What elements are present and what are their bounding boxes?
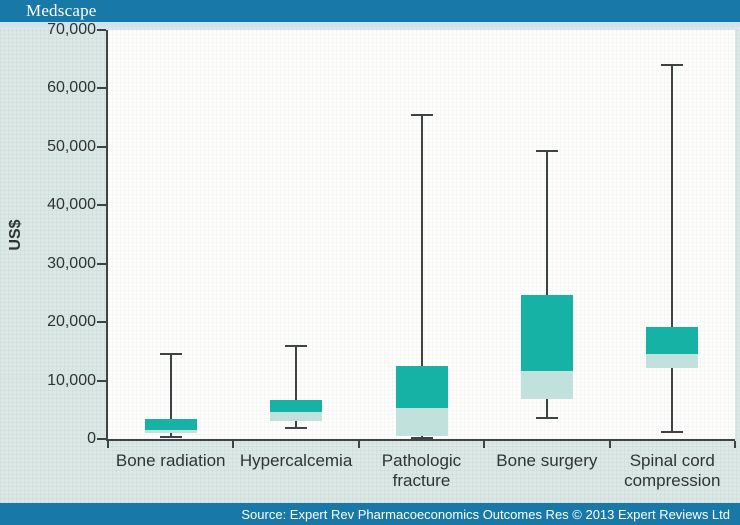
y-tick-mark [97,262,106,265]
box-whisker-upper [671,65,674,327]
x-axis-boundary-tick [483,441,486,448]
source-text: Source: Expert Rev Pharmacoeconomics Out… [241,506,730,522]
x-category-label: Bone surgery [496,451,598,470]
box-upper-segment [646,326,699,354]
y-axis-title: US$ [7,219,24,251]
box-min-cap [535,416,558,419]
box-max-cap [535,149,558,152]
box-whisker-upper [545,150,548,295]
y-tick-label: 30,000 [47,254,96,272]
x-axis-boundary-tick [608,441,611,448]
box-lower-segment [144,429,197,434]
box-min-cap [285,427,308,430]
box-whisker-upper [420,114,423,366]
medscape-logo: Medscape [26,1,97,20]
box-max-cap [410,113,433,116]
box-lower-segment [270,412,323,422]
x-category-label: Hypercalcemia [239,451,353,470]
y-tick-label: 40,000 [47,196,96,214]
y-tick-label: 20,000 [47,313,96,331]
box-min-cap [661,430,684,433]
box-whisker-upper [169,354,172,420]
box-max-cap [159,353,182,356]
y-tick-mark [97,321,106,324]
x-axis-boundary-tick [232,441,235,448]
y-tick-mark [97,438,106,440]
header-accent-strip [0,22,740,27]
x-category-label: Pathologic fracture [381,451,462,491]
box-lower-segment [395,408,448,437]
medscape-header: Medscape [0,0,740,22]
box-whisker-lower [295,421,298,429]
box-max-cap [285,344,308,347]
box-upper-segment [520,294,573,371]
box-lower-segment [520,370,573,399]
y-tick-label: 50,000 [47,137,96,155]
x-axis-labels: Bone radiation Hypercalcemia Pathologic fr… [108,451,735,491]
x-axis-line [106,439,735,441]
y-tick-label: 10,000 [47,371,96,389]
x-category-label: Bone radiation [115,451,226,470]
y-tick-mark [97,29,106,31]
y-tick-label: 0 [87,430,96,447]
box-whisker-lower [169,433,172,437]
box-lower-segment [646,353,699,369]
x-axis-boundary-tick [734,441,736,448]
box-upper-segment [144,419,197,430]
y-tick-label: 70,000 [47,21,96,38]
box-whisker-lower [420,436,423,439]
box-upper-segment [270,399,323,413]
y-tick-mark [97,379,106,382]
box-min-cap [410,437,433,440]
box-max-cap [661,64,684,67]
x-category-label: Spinal cord compression [624,451,721,491]
box-whisker-lower [671,368,674,432]
box-min-cap [159,435,182,438]
y-tick-mark [97,204,106,207]
box-whisker-lower [545,398,548,418]
y-tick-label: 60,000 [47,79,96,97]
y-tick-mark [97,87,106,90]
x-axis-boundary-tick [107,441,109,448]
box-upper-segment [395,365,448,409]
y-tick-mark [97,145,106,148]
box-whisker-upper [295,345,298,400]
y-axis-line [106,30,108,441]
boxplot-figure: US$ Bone radiation Hypercalcemia Pathologi… [0,21,740,503]
x-axis-boundary-tick [357,441,360,448]
source-bar: Source: Expert Rev Pharmacoeconomics Out… [0,503,740,525]
